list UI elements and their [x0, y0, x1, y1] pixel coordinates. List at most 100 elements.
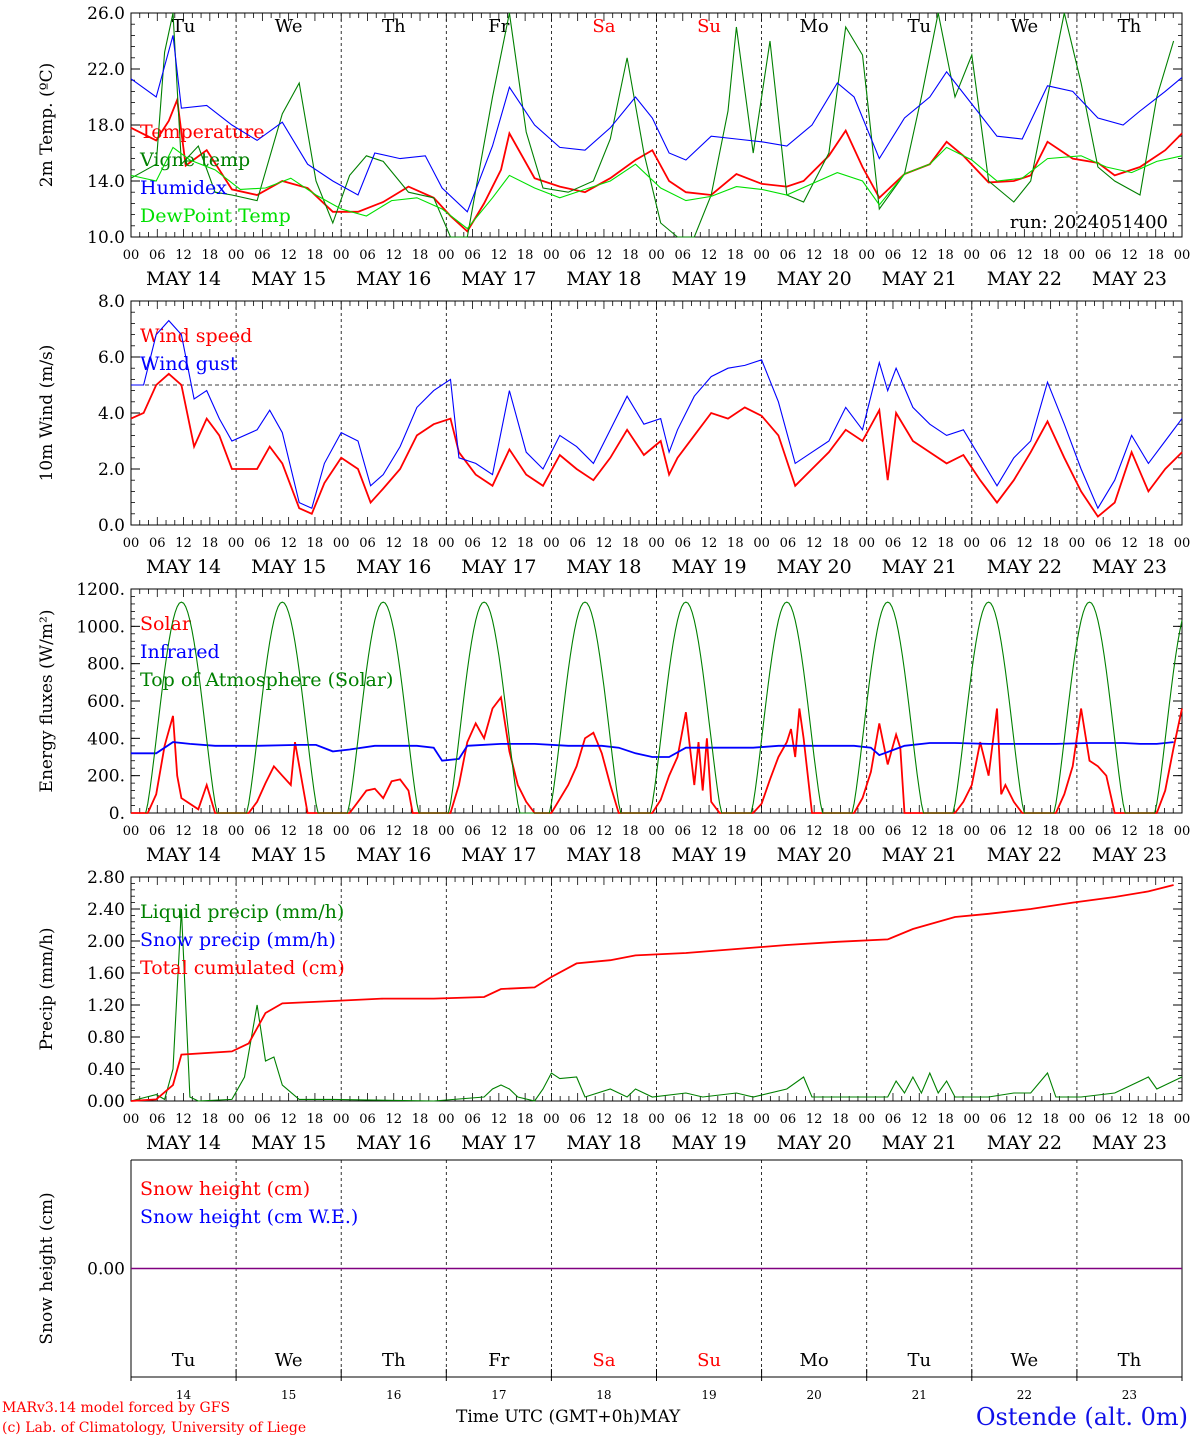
weekday-label: Tu [907, 1350, 931, 1371]
y-tick-label: 0.0 [98, 516, 125, 536]
hour-tick-label: 00 [858, 248, 875, 263]
hour-tick-label: 06 [675, 824, 692, 839]
date-label: MAY 14 [146, 268, 221, 290]
date-label: MAY 17 [461, 556, 536, 578]
hour-tick-label: 00 [858, 1112, 875, 1127]
hour-tick-label: 12 [385, 1112, 402, 1127]
hour-tick-label: 12 [280, 1112, 297, 1127]
date-label: MAY 16 [356, 268, 431, 290]
hour-tick-label: 06 [149, 824, 166, 839]
hour-tick-label: 12 [596, 536, 613, 551]
panel-frame-energy [130, 588, 1183, 814]
hour-tick-label: 12 [911, 536, 928, 551]
hour-tick-label: 18 [727, 248, 744, 263]
hour-tick-label: 06 [569, 536, 586, 551]
hour-tick-label: 06 [885, 1112, 902, 1127]
hour-tick-label: 18 [1147, 536, 1164, 551]
hour-tick-label: 12 [806, 536, 823, 551]
y-axis-label-energy: Energy fluxes (W/m²) [37, 610, 57, 793]
legend-entry: Wind gust [140, 353, 238, 375]
hour-tick-label: 06 [1095, 248, 1112, 263]
station-label: Ostende (alt. 0m) [975, 1403, 1188, 1431]
y-tick-label: 2.0 [98, 460, 125, 480]
y-tick-label: 6.0 [98, 348, 125, 368]
hour-tick-label: 12 [1016, 824, 1033, 839]
hour-tick-label: 06 [359, 248, 376, 263]
hour-tick-label: 00 [964, 248, 981, 263]
weekday-label: Th [382, 1350, 406, 1371]
weekday-label: Tu [907, 16, 931, 37]
hour-tick-label: 00 [648, 824, 665, 839]
y-tick-label: 0.80 [87, 1028, 125, 1048]
hour-tick-label: 18 [202, 824, 219, 839]
y-axis-label-temperature: 2m Temp. (ºC) [37, 63, 57, 188]
y-axis-label-wind: 10m Wind (m/s) [37, 345, 57, 482]
series-line-temperature [130, 96, 1183, 233]
weekday-label: We [1011, 1350, 1039, 1371]
hour-tick-label: 12 [491, 536, 508, 551]
date-label: MAY 15 [251, 268, 326, 290]
hour-tick-label: 00 [753, 536, 770, 551]
y-tick-label: 8.0 [98, 292, 125, 312]
hour-tick-label: 00 [1174, 536, 1191, 551]
date-label: MAY 19 [671, 844, 746, 866]
hour-tick-label: 12 [806, 824, 823, 839]
hour-tick-label: 00 [438, 824, 455, 839]
legend-entry: Snow height (cm W.E.) [140, 1206, 358, 1228]
hour-tick-label: 00 [123, 536, 140, 551]
date-label: MAY 20 [777, 268, 852, 290]
hour-tick-label: 18 [1042, 248, 1059, 263]
hour-tick-label: 06 [254, 536, 271, 551]
hour-tick-label: 06 [780, 1112, 797, 1127]
hour-tick-label: 06 [675, 1112, 692, 1127]
time-utc-label: Time UTC (GMT+0h) [456, 1407, 641, 1427]
panel-frame-wind [130, 300, 1183, 526]
date-label: MAY 16 [356, 844, 431, 866]
hour-tick-label: 00 [438, 248, 455, 263]
date-label: MAY 18 [566, 1132, 641, 1154]
y-tick-label: 800. [87, 655, 125, 675]
hour-tick-label: 06 [569, 248, 586, 263]
hour-tick-label: 18 [1042, 536, 1059, 551]
hour-tick-label: 06 [780, 248, 797, 263]
series-line-wind-gust [131, 319, 1183, 510]
hour-tick-label: 06 [885, 248, 902, 263]
date-label: MAY 21 [882, 268, 957, 290]
hour-tick-label: 00 [964, 536, 981, 551]
weekday-label: Tu [172, 16, 196, 37]
y-tick-label: 26.0 [87, 4, 125, 24]
y-tick-label: 0. [109, 804, 125, 824]
hour-tick-label: 00 [333, 536, 350, 551]
weekday-label: Th [1118, 16, 1142, 37]
hour-tick-label: 18 [1147, 248, 1164, 263]
hour-tick-label: 12 [1016, 248, 1033, 263]
hour-tick-label: 00 [1069, 1112, 1086, 1127]
hour-tick-label: 18 [937, 1112, 954, 1127]
legend-entry: Infrared [140, 641, 220, 663]
hour-tick-label: 18 [307, 248, 324, 263]
hour-tick-label: 18 [937, 824, 954, 839]
weekday-label: Fr [488, 1350, 509, 1371]
hour-tick-label: 00 [964, 1112, 981, 1127]
date-label: MAY 17 [461, 1132, 536, 1154]
hour-tick-label: 12 [701, 536, 718, 551]
hour-tick-label: 18 [1147, 1112, 1164, 1127]
hour-tick-label: 06 [254, 824, 271, 839]
hour-tick-label: 00 [438, 1112, 455, 1127]
hour-tick-label: 06 [885, 824, 902, 839]
hour-tick-label: 12 [1121, 248, 1138, 263]
legend-entry: Wind speed [140, 325, 252, 347]
y-tick-label: 2.00 [87, 932, 125, 952]
legend-entry: Humidex [140, 177, 227, 199]
weekday-label: Mo [800, 16, 829, 37]
hour-tick-label: 06 [149, 248, 166, 263]
series-line-liquid-precip-mm-h- [130, 908, 1183, 1102]
hour-tick-label: 12 [596, 248, 613, 263]
hour-tick-label: 18 [412, 536, 429, 551]
hour-tick-label: 06 [464, 824, 481, 839]
hour-tick-label: 00 [228, 248, 245, 263]
hour-tick-label: 06 [569, 824, 586, 839]
hour-tick-label: 06 [464, 536, 481, 551]
legend-entry: Solar [140, 613, 192, 635]
